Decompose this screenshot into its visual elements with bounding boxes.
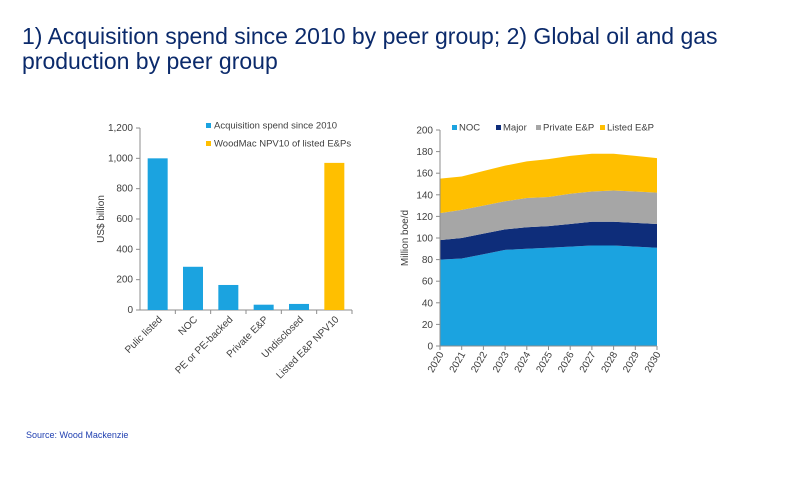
y-tick-label: 160 — [416, 169, 433, 180]
x-tick-label: 2020 — [426, 350, 447, 375]
y-tick-label: 0 — [427, 342, 433, 353]
x-tick-label: 2023 — [491, 350, 512, 375]
legend-swatch — [206, 141, 211, 146]
y-tick-label: 0 — [127, 305, 133, 316]
legend-label: Listed E&P — [607, 123, 654, 134]
y-tick-label: 1,200 — [108, 123, 133, 134]
y-tick-label: 40 — [422, 298, 434, 309]
y-tick-label: 400 — [116, 244, 133, 255]
y-tick-label: 140 — [416, 190, 433, 201]
y-tick-label: 100 — [416, 234, 433, 245]
legend-swatch — [496, 125, 501, 130]
source-note: Source: Wood Mackenzie — [26, 430, 129, 440]
legend-swatch — [206, 123, 211, 128]
y-tick-label: 200 — [116, 275, 133, 286]
y-axis-label: US$ billion — [96, 195, 107, 243]
y-tick-label: 800 — [116, 184, 133, 195]
page-title: 1) Acquisition spend since 2010 by peer … — [22, 23, 718, 74]
bar — [253, 304, 274, 310]
x-tick-label: 2028 — [600, 350, 621, 375]
legend-label: NOC — [459, 123, 480, 134]
production-chart: 0 20 40 60 80 100 120 140 160 180 200 Million boe/d… — [400, 123, 664, 375]
acquisition-spend-chart: 0 200 400 600 800 1,000 1,200 US$ billion Pulic … — [96, 121, 353, 381]
y-tick-label: 80 — [422, 255, 434, 266]
legend-label: Major — [503, 123, 527, 134]
bar — [324, 162, 345, 310]
x-tick-label: NOC — [177, 314, 201, 338]
y-tick-label: 120 — [416, 212, 433, 223]
area-series-private-e-p — [440, 190, 657, 241]
y-tick-label: 1,000 — [108, 153, 133, 164]
x-tick-label: 2021 — [448, 350, 469, 375]
area-series-major — [440, 221, 657, 260]
area-series-noc — [440, 245, 657, 346]
x-tick-label: 2025 — [534, 350, 555, 375]
x-tick-label: 2026 — [556, 350, 577, 375]
area-series-listed-e-p — [440, 153, 657, 214]
bar — [147, 158, 168, 310]
bar — [218, 284, 239, 310]
legend-label: WoodMac NPV10 of listed E&Ps — [214, 139, 351, 150]
legend-swatch — [600, 125, 605, 130]
x-tick-label: 2024 — [513, 350, 534, 375]
legend-swatch — [536, 125, 541, 130]
y-tick-label: 180 — [416, 147, 433, 158]
legend-swatch — [452, 125, 457, 130]
legend-label: Private E&P — [543, 123, 594, 134]
y-tick-label: 200 — [416, 126, 433, 137]
bar — [289, 303, 309, 310]
y-axis-label: Million boe/d — [400, 210, 411, 266]
legend-label: Acquisition spend since 2010 — [214, 121, 337, 132]
y-tick-label: 20 — [422, 320, 434, 331]
y-tick-label: 60 — [422, 277, 434, 288]
y-tick-label: 600 — [116, 214, 133, 225]
x-tick-label: Listed E&P NPV10 — [274, 314, 341, 381]
x-tick-label: 2027 — [578, 350, 599, 375]
x-tick-label: 2030 — [643, 350, 664, 375]
x-tick-label: Pulic listed — [123, 314, 165, 356]
x-tick-label: 2029 — [621, 350, 642, 375]
x-tick-label: 2022 — [469, 350, 490, 375]
bar — [183, 266, 203, 310]
